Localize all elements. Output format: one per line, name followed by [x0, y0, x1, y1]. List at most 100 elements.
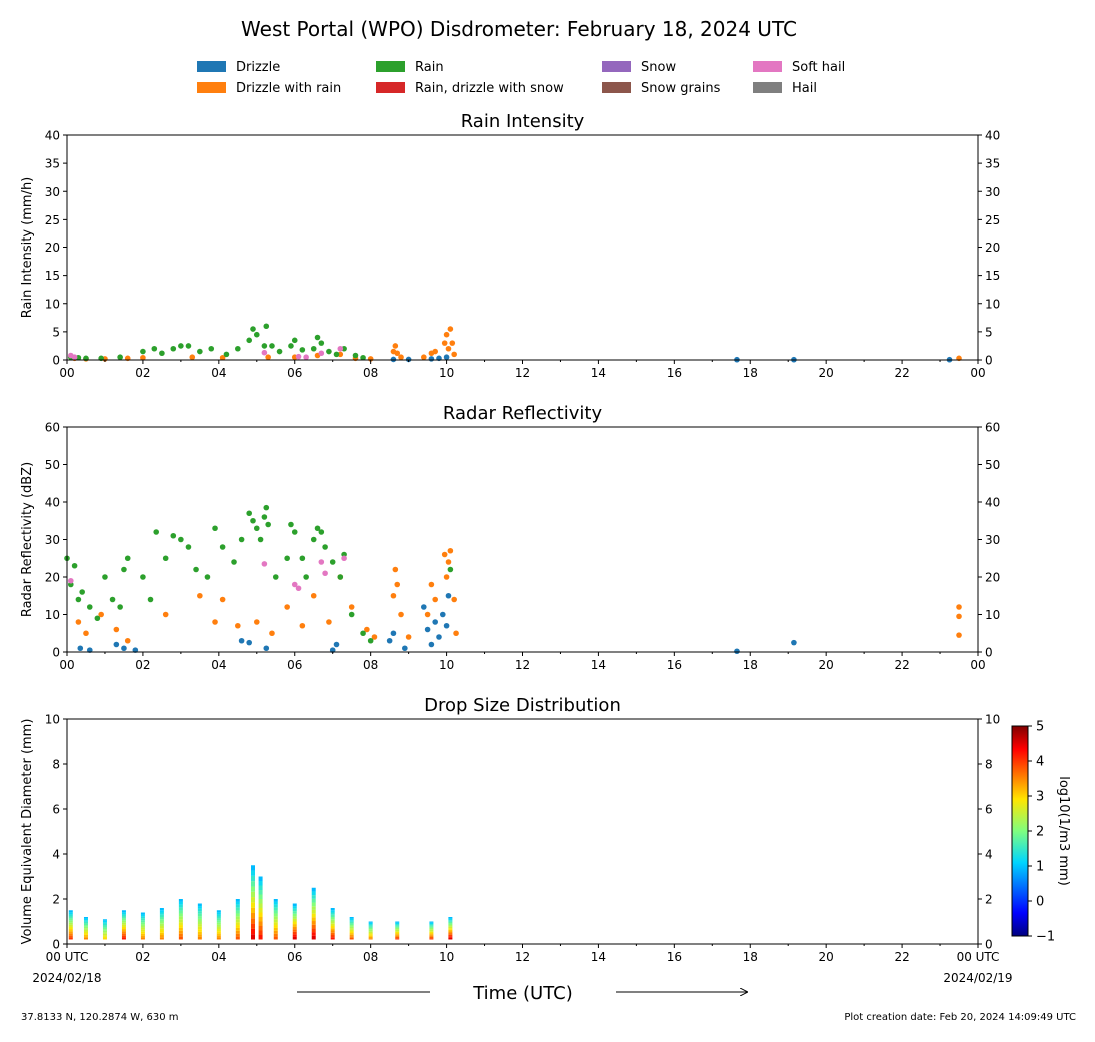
dsd-cell — [83, 923, 88, 926]
x-tick-label: 22 — [894, 366, 909, 380]
dsd-cell — [197, 913, 202, 917]
dsd-cell — [178, 919, 183, 923]
dsd-cell — [68, 931, 73, 934]
dsd-cell — [216, 916, 221, 919]
dsd-cell — [349, 931, 354, 934]
dsd-cell — [178, 904, 183, 908]
x-tick-label: 10 — [439, 366, 454, 380]
dsd-cell — [216, 933, 221, 936]
dsd-cell — [311, 917, 316, 922]
data-point — [276, 348, 283, 355]
dsd-cell — [159, 928, 164, 931]
dsd-cell — [368, 924, 373, 926]
dsd-cell — [258, 921, 263, 926]
legend-swatch — [753, 82, 782, 93]
data-point — [443, 354, 450, 360]
dsd-cell — [330, 908, 335, 911]
y-tick-label-right: 0 — [985, 646, 993, 660]
data-point — [443, 331, 450, 338]
dsd-cell — [235, 901, 240, 905]
dsd-cell — [159, 937, 164, 940]
dsd-cell — [292, 921, 297, 925]
x-tick-label: 00 — [59, 658, 74, 672]
data-point — [253, 619, 260, 625]
dsd-cell — [216, 918, 221, 921]
axes-frame — [66, 718, 979, 945]
x-tick-label: 16 — [667, 950, 682, 964]
data-point — [333, 641, 340, 648]
dsd-cell — [395, 930, 400, 932]
data-point — [185, 343, 192, 349]
data-point — [246, 639, 252, 646]
end-date: 2024/02/19 — [943, 971, 1012, 985]
data-point — [318, 350, 325, 357]
data-point — [246, 337, 252, 344]
y-tick-label-right: 0 — [985, 938, 993, 952]
y-tick-label: 20 — [45, 241, 60, 255]
dsd-cell — [235, 936, 240, 940]
dsd-cell — [292, 934, 297, 937]
data-point — [432, 348, 438, 355]
dsd-cell — [395, 924, 400, 926]
y-tick-label: 60 — [45, 421, 60, 435]
dsd-cell — [83, 934, 88, 937]
data-point — [405, 634, 412, 640]
dsd-cell — [395, 935, 400, 937]
dsd-cell — [349, 926, 354, 929]
dsd-cell — [368, 921, 373, 923]
figure-title: West Portal (WPO) Disdrometer: February … — [241, 17, 797, 41]
dsd-cell — [216, 935, 221, 938]
dsd-cell — [197, 916, 202, 919]
data-point — [212, 525, 218, 532]
data-point — [102, 574, 108, 580]
dsd-cell — [140, 916, 145, 919]
dsd-cell — [102, 930, 107, 933]
x-tick-label: 16 — [667, 366, 682, 380]
dsd-cell — [311, 921, 316, 925]
dsd-cell — [235, 930, 240, 934]
data-point — [337, 574, 344, 580]
data-point — [447, 547, 454, 554]
dsd-cell — [102, 926, 107, 928]
y-tick-label-right: 30 — [985, 533, 1000, 547]
y-tick-label-right: 5 — [985, 325, 993, 339]
colorbar — [1011, 725, 1029, 937]
dsd-cell — [178, 927, 183, 931]
dsd-cell — [349, 933, 354, 935]
dsd-cell — [197, 906, 202, 909]
data-point — [390, 630, 397, 637]
dsd-cell — [250, 891, 255, 898]
data-point — [162, 611, 169, 618]
dsd-cell — [235, 913, 240, 917]
dsd-cell — [368, 929, 373, 931]
data-point — [83, 630, 89, 637]
dsd-cell — [216, 912, 221, 915]
dsd-cell — [140, 931, 145, 934]
dsd-cell — [83, 920, 88, 922]
dsd-cell — [258, 899, 263, 904]
dsd-cell — [102, 923, 107, 926]
data-point — [79, 589, 85, 595]
data-point — [436, 634, 442, 640]
data-point — [189, 354, 196, 360]
dsd-cell — [68, 916, 73, 919]
dsd-cell — [140, 922, 145, 925]
dsd-cell — [250, 865, 255, 871]
dsd-cell — [448, 931, 453, 934]
x-tick-label: 12 — [515, 950, 530, 964]
dsd-cell — [273, 913, 278, 917]
data-point — [193, 566, 199, 573]
dsd-cell — [83, 937, 88, 940]
dsd-cell — [349, 918, 354, 921]
x-tick-label: 04 — [211, 950, 226, 964]
dsd-cell — [102, 938, 107, 940]
y-tick-label: 30 — [45, 533, 60, 547]
x-tick-label: 04 — [211, 658, 226, 672]
legend-label: Soft hail — [792, 60, 845, 75]
dsd-cell — [448, 937, 453, 940]
dsd-cell — [429, 922, 434, 925]
x-tick-label: 00 — [59, 366, 74, 380]
data-point — [291, 529, 298, 535]
dsd-cell — [68, 920, 73, 923]
dsd-cell — [83, 926, 88, 929]
